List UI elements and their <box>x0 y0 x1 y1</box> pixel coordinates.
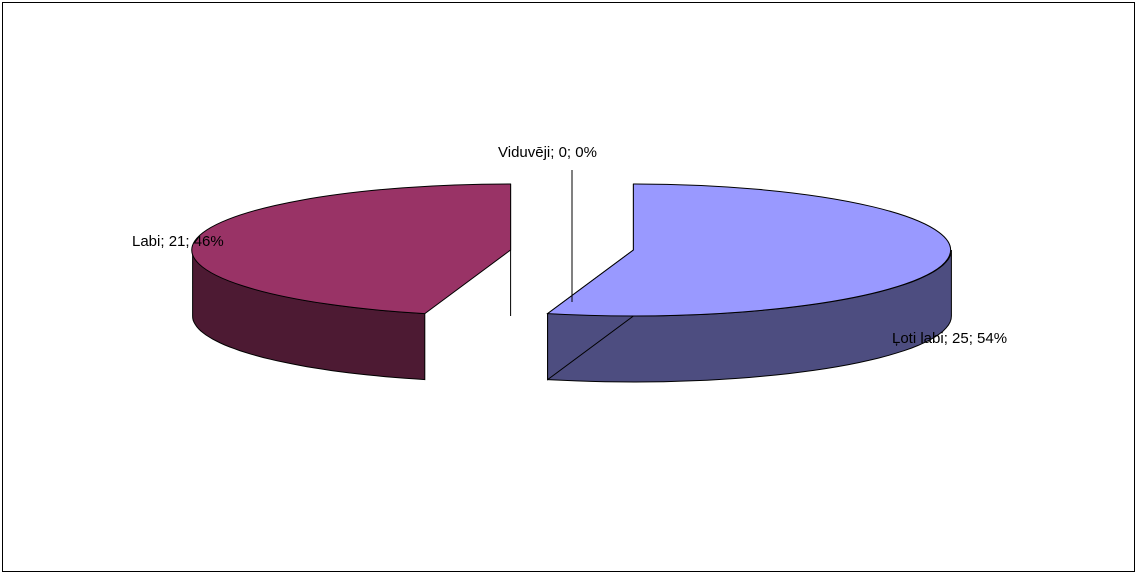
pie-slice-top <box>546 183 952 317</box>
data-label-loti-labi: Ļoti labi; 25; 54% <box>892 330 1007 347</box>
pie-slice-top <box>191 183 512 315</box>
data-label-labi: Labi; 21; 46% <box>132 233 224 250</box>
pie-slice-l-oti-labi <box>546 183 952 383</box>
pie-slice-labi <box>191 183 512 381</box>
pie-slices <box>191 183 952 383</box>
data-label-viduveji: Viduvēji; 0; 0% <box>498 144 597 161</box>
